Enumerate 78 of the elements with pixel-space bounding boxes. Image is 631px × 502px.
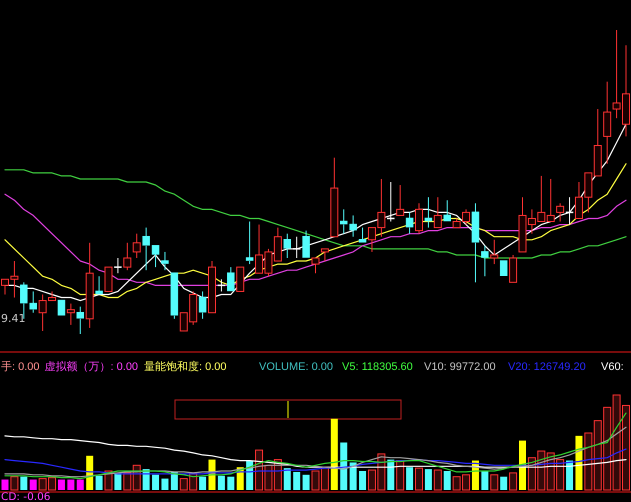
bar	[594, 420, 602, 490]
candlestick	[29, 290, 37, 314]
candlestick	[472, 202, 480, 283]
candlestick	[76, 306, 84, 334]
candlestick	[246, 221, 254, 265]
candlestick	[292, 236, 300, 258]
bar	[406, 467, 414, 490]
bar	[152, 474, 160, 490]
bar	[227, 476, 234, 490]
bar	[612, 394, 621, 490]
annotation: 9.41	[1, 312, 26, 325]
candlestick	[349, 214, 357, 238]
text: 虚拟额（万）: 0.00	[44, 360, 138, 373]
bar	[2, 480, 8, 490]
bar	[350, 462, 357, 490]
text: CD: -0.06	[1, 491, 51, 502]
bar	[293, 472, 300, 490]
candlestick	[566, 196, 574, 226]
bar	[387, 460, 394, 490]
bar	[302, 474, 310, 490]
bar	[368, 470, 376, 490]
bar	[359, 471, 366, 490]
candlestick	[603, 81, 612, 164]
candlestick	[161, 251, 169, 271]
candlestick	[86, 242, 94, 328]
bar	[218, 476, 225, 490]
bar	[284, 468, 291, 490]
candlestick	[66, 303, 75, 326]
bar	[566, 460, 574, 490]
text: V20: 126749.20	[508, 361, 586, 373]
text: V10: 99772.00	[424, 361, 496, 373]
candlestick	[490, 239, 498, 265]
bar	[519, 440, 526, 490]
candlestick	[284, 233, 292, 258]
bar	[67, 480, 74, 490]
text: V60:	[601, 361, 624, 373]
bar	[556, 459, 564, 490]
bar	[509, 472, 518, 490]
bar	[76, 480, 84, 490]
bar	[30, 480, 37, 490]
bar	[481, 471, 488, 490]
bar	[312, 470, 320, 490]
bar	[10, 476, 18, 490]
bar	[180, 478, 188, 490]
bar	[20, 476, 28, 490]
candlestick	[340, 208, 348, 234]
bar	[38, 478, 47, 490]
bar	[500, 476, 508, 490]
bar	[490, 474, 498, 490]
bar	[396, 460, 404, 490]
bar	[123, 472, 132, 490]
bar	[114, 472, 122, 490]
bar	[170, 472, 178, 490]
candlestick	[424, 196, 432, 228]
bar	[575, 436, 582, 490]
bar	[603, 406, 612, 490]
bar	[199, 476, 206, 490]
candlestick	[132, 233, 141, 258]
bar	[58, 480, 65, 490]
bar	[340, 442, 348, 490]
bar	[264, 464, 272, 490]
text: VOLUME: 0.00	[259, 361, 333, 373]
bar	[161, 478, 168, 490]
text: 量能饱和度: 0.00	[144, 360, 227, 373]
bar	[444, 471, 451, 490]
bar	[434, 470, 442, 490]
bar	[96, 476, 103, 490]
bar	[415, 468, 423, 490]
bar	[452, 476, 461, 490]
text: 手: 0.00	[1, 360, 40, 373]
bar	[320, 466, 329, 490]
bar	[584, 432, 592, 490]
bar	[330, 418, 338, 490]
bar	[622, 404, 630, 490]
text: V5: 118305.60	[342, 361, 413, 373]
bar	[424, 469, 432, 490]
bar	[462, 474, 470, 490]
bar	[48, 477, 56, 490]
